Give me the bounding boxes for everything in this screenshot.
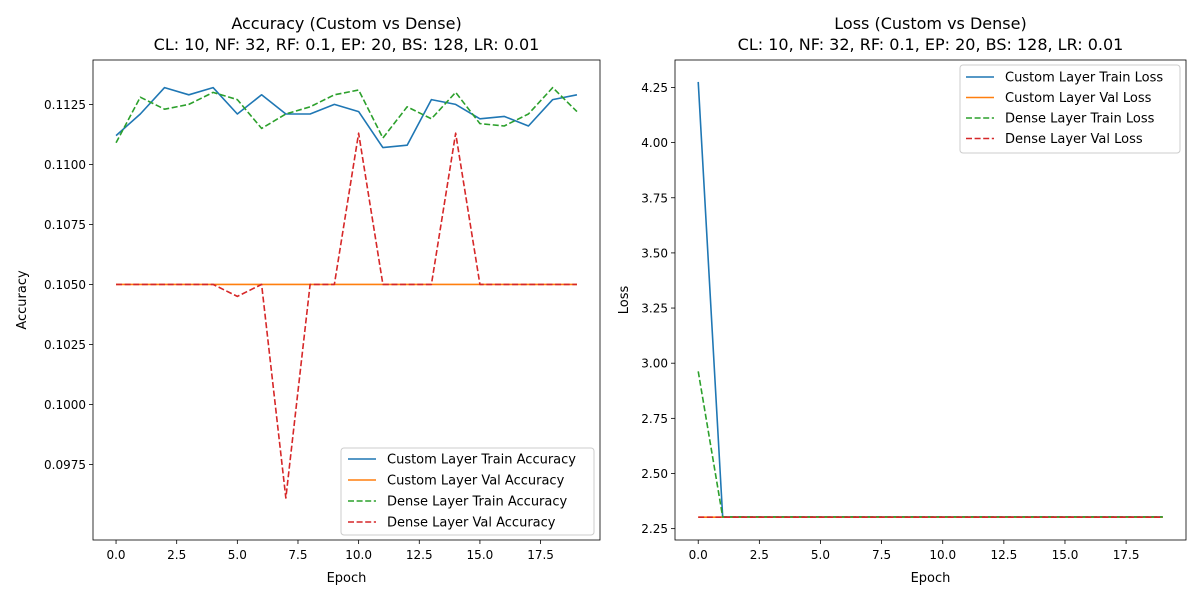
loss-y-tick-label: 2.75 (641, 412, 668, 426)
accuracy-y-tick-label: 0.1125 (44, 98, 86, 112)
loss-chart: Loss (Custom vs Dense) CL: 10, NF: 32, R… (617, 14, 1187, 586)
legend-label-custom-layer-train-accuracy: Custom Layer Train Accuracy (387, 453, 576, 468)
legend-label-dense-layer-train-accuracy: Dense Layer Train Accuracy (387, 495, 568, 510)
loss-x-tick-label: 17.5 (1113, 548, 1140, 562)
loss-y-axis-label: Loss (617, 286, 632, 315)
legend-label-dense-layer-train-loss: Dense Layer Train Loss (1005, 112, 1155, 127)
loss-x-tick-label: 0.0 (689, 548, 708, 562)
legend-label-custom-layer-val-loss: Custom Layer Val Loss (1005, 91, 1152, 106)
legend-label-custom-layer-val-accuracy: Custom Layer Val Accuracy (387, 474, 565, 489)
loss-y-tick-label: 4.25 (641, 81, 668, 95)
accuracy-x-axis-label: Epoch (327, 571, 367, 586)
loss-x-axis-label: Epoch (911, 571, 951, 586)
loss-x-tick-label: 15.0 (1052, 548, 1079, 562)
accuracy-x-tick-label: 2.5 (167, 548, 186, 562)
loss-y-tick-label: 3.50 (641, 246, 668, 260)
accuracy-chart-subtitle: CL: 10, NF: 32, RF: 0.1, EP: 20, BS: 128… (154, 35, 540, 54)
loss-x-tick-label: 5.0 (811, 548, 830, 562)
loss-legend: Custom Layer Train Loss Custom Layer Val … (959, 64, 1181, 154)
accuracy-x-tick-label: 12.5 (406, 548, 433, 562)
loss-x-tick-label: 2.5 (750, 548, 769, 562)
loss-x-tick-label: 12.5 (990, 548, 1017, 562)
loss-chart-title: Loss (Custom vs Dense) (834, 14, 1026, 33)
custom-layer-train-accuracy-line (115, 86, 578, 149)
accuracy-x-tick-label: 10.0 (345, 548, 372, 562)
accuracy-y-tick-label: 0.1025 (44, 338, 86, 352)
loss-plot-frame (674, 59, 1187, 541)
accuracy-y-axis-label: Accuracy (15, 270, 30, 330)
legend-label-dense-layer-val-loss: Dense Layer Val Loss (1005, 132, 1143, 147)
accuracy-chart: Accuracy (Custom vs Dense) CL: 10, NF: 3… (15, 14, 601, 586)
accuracy-y-tick-label: 0.1050 (44, 278, 86, 292)
loss-y-tick-label: 3.00 (641, 357, 668, 371)
loss-y-tick-label: 3.25 (641, 302, 668, 316)
loss-chart-subtitle: CL: 10, NF: 32, RF: 0.1, EP: 20, BS: 128… (738, 35, 1124, 54)
dense-layer-val-accuracy-line (116, 132, 577, 499)
loss-y-tick-label: 3.75 (641, 191, 668, 205)
accuracy-x-tick-label: 0.0 (106, 548, 125, 562)
accuracy-legend-frame (340, 447, 595, 536)
loss-x-tick-label: 10.0 (929, 548, 956, 562)
accuracy-series-lines (115, 86, 578, 499)
loss-series-lines (697, 81, 1163, 518)
loss-x-tick-label: 7.5 (872, 548, 891, 562)
accuracy-y-tick-label: 0.1100 (44, 158, 86, 172)
loss-axes-ticks: 0.0 2.5 5.0 7.5 10.0 12.5 15.0 17.5 2.25 2.50 2.75… (641, 81, 1139, 562)
loss-legend-frame (959, 64, 1181, 154)
accuracy-chart-title: Accuracy (Custom vs Dense) (231, 14, 461, 33)
accuracy-axes-ticks: 0.0 2.5 5.0 7.5 10.0 12.5 15.0 17.5 0.0975 0.1000… (44, 98, 554, 562)
loss-y-tick-label: 2.25 (641, 522, 668, 536)
accuracy-plot-frame (92, 59, 601, 541)
legend-label-custom-layer-train-loss: Custom Layer Train Loss (1005, 71, 1163, 86)
accuracy-x-tick-label: 7.5 (288, 548, 307, 562)
accuracy-x-tick-label: 15.0 (467, 548, 494, 562)
legend-label-dense-layer-val-accuracy: Dense Layer Val Accuracy (387, 516, 556, 531)
accuracy-y-tick-label: 0.0975 (44, 458, 86, 472)
loss-y-tick-label: 4.00 (641, 136, 668, 150)
accuracy-y-tick-label: 0.1000 (44, 398, 86, 412)
accuracy-x-tick-label: 5.0 (228, 548, 247, 562)
loss-y-tick-label: 2.50 (641, 467, 668, 481)
accuracy-legend: Custom Layer Train Accuracy Custom Layer … (340, 447, 595, 536)
dense-layer-train-accuracy-line (115, 86, 578, 144)
accuracy-x-tick-label: 17.5 (527, 548, 554, 562)
accuracy-y-tick-label: 0.1075 (44, 218, 86, 232)
